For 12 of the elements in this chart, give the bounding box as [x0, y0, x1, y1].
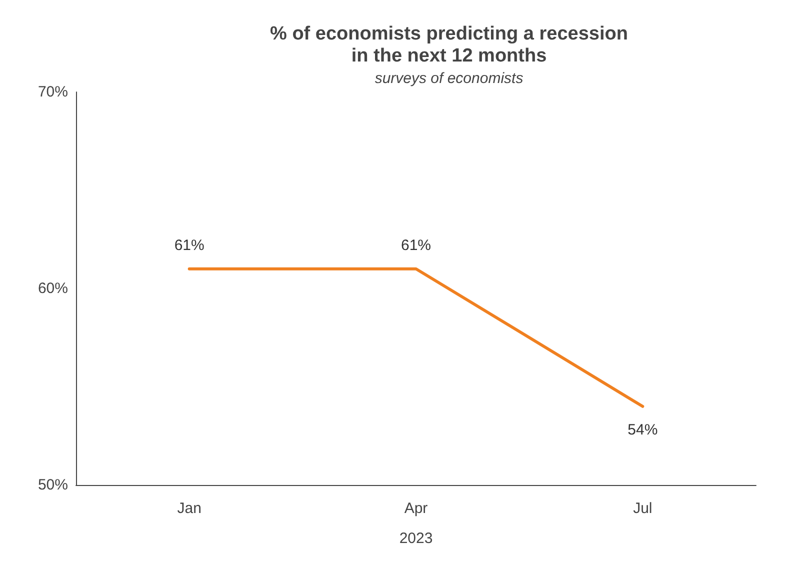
x-axis-title: 2023	[399, 530, 433, 547]
y-tick-label: 70%	[38, 84, 68, 100]
y-tick-label: 50%	[38, 476, 68, 494]
chart-subtitle: surveys of economists	[374, 70, 524, 87]
x-tick-label: Apr	[404, 500, 428, 517]
chart-title: % of economists predicting a recession in the next 12 months	[270, 24, 628, 66]
data-label: 54%	[628, 421, 658, 438]
y-tick-label: 60%	[38, 280, 68, 297]
x-tick-label: Jan	[177, 500, 202, 517]
data-label: 61%	[400, 236, 432, 254]
x-tick-label: Jul	[633, 500, 652, 517]
data-label: 61%	[174, 236, 204, 254]
